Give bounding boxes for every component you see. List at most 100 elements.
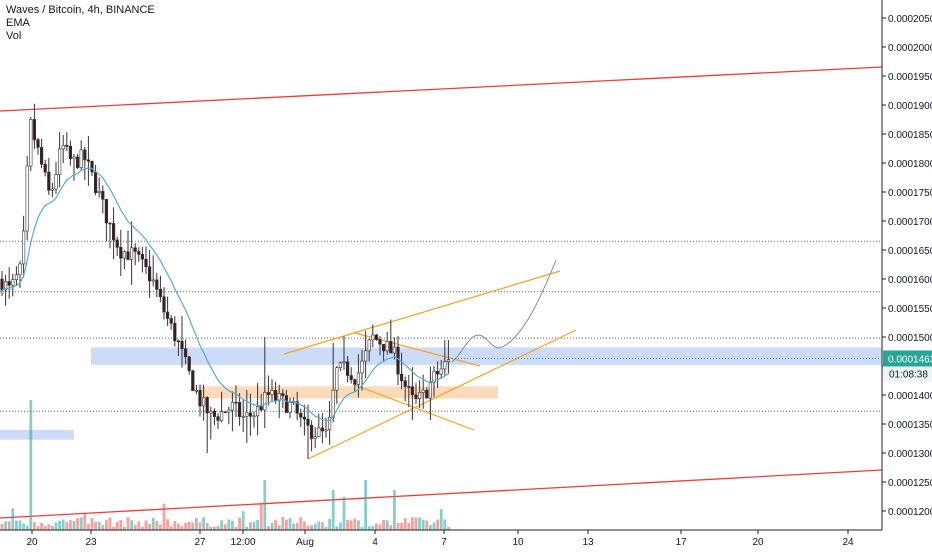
candle-body [363,350,368,362]
candle-body [61,145,65,150]
countdown-badge [883,366,932,382]
candle-body [407,386,411,388]
upper-blue-zone [91,347,882,365]
candle-body [281,393,285,396]
volume-bar [263,480,267,530]
volume-bar [76,518,79,530]
volume-bar [227,519,231,530]
volume-bar [328,518,331,530]
volume-bar [61,519,65,530]
candle-body [309,425,314,439]
volume-bar [144,520,148,530]
candle-body [284,395,289,413]
volume-bar [396,522,400,530]
candle-body [140,254,145,260]
candle-body [191,370,195,392]
volume-bar [223,524,227,530]
candle-body [169,318,173,324]
candle-body [0,278,4,291]
candle-body [410,386,415,396]
candle-body [155,279,159,290]
candle-body [417,392,422,399]
time-tick-label: 4 [372,537,378,548]
candle-body [14,274,18,280]
candle-body [173,322,177,342]
volume-bar [411,517,414,530]
volume-bar [11,508,15,530]
candle-body [313,436,317,439]
volume-bar [385,520,389,530]
volume-bar [432,522,436,530]
time-tick-label: 24 [842,537,854,548]
candle-body [320,427,325,432]
volume-bar [40,522,43,530]
candle-body [4,281,8,291]
volume-bar [133,524,137,530]
price-tick-label: 0.0001250 [888,478,932,489]
candle-body [220,411,224,421]
candle-body [104,198,108,224]
candle-body [68,146,72,160]
price-tick-label: 0.0001750 [888,188,932,199]
volume-bar [36,526,40,530]
volume-bar [97,521,101,530]
volume-bar [4,521,7,530]
candle-body [184,348,188,358]
candle-body [245,412,249,417]
volume-bar [83,512,87,530]
candle-body [90,160,94,173]
candle-body [205,397,209,414]
ema-legend[interactable]: EMA [6,17,30,29]
candle-body [43,163,47,173]
volume-bar [155,520,159,530]
volume-bar [259,502,263,530]
candle-body [144,258,148,268]
volume-bar [234,526,238,530]
time-tick-label: 20 [26,537,38,548]
price-tick-label: 0.0001800 [888,159,932,170]
volume-bar [267,526,270,530]
volume-bar [360,526,364,530]
volume-bar [407,522,411,530]
candle-body [234,401,238,404]
volume-bar [166,519,169,530]
volume-bar [400,522,403,530]
volume-bar [429,525,432,530]
volume-bar [180,526,184,530]
candle-body [378,339,382,345]
candle-body [259,406,263,411]
volume-bar [209,526,213,530]
volume-bar [141,526,144,530]
price-tick-label: 0.0002000 [888,43,932,54]
candle-body [446,359,451,363]
volume-legend[interactable]: Vol [6,30,22,42]
volume-bar [231,520,234,530]
candle-body [166,311,170,319]
price-tick-label: 0.0001950 [888,72,932,83]
candle-body [342,361,346,364]
candle-body [435,370,440,375]
volume-bar [213,526,216,530]
volume-bar [187,521,191,530]
price-tick-label: 0.0001200 [888,507,932,518]
candle-body [270,390,274,395]
middle-orange-zone [200,386,498,399]
price-tick-label: 0.0001700 [888,217,932,228]
volume-bar [321,522,324,530]
volume-bar [220,520,223,530]
volume-bar [90,518,94,530]
volume-bar [202,517,205,530]
candle-body [158,289,163,298]
volume-bar [403,518,407,530]
candle-body [18,263,22,276]
price-tick-label: 0.0001300 [888,449,932,460]
volume-bar [191,522,195,530]
price-tick-label: 0.0001400 [888,391,932,402]
candle-body [187,356,191,372]
candle-body [47,171,51,191]
candle-body [428,382,433,399]
candle-body [392,346,397,354]
volume-bar [43,526,47,530]
candle-body [194,389,199,392]
